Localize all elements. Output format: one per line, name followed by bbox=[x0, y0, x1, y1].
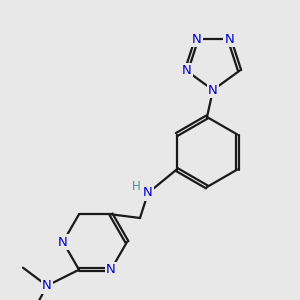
Text: H: H bbox=[132, 179, 140, 193]
Text: N: N bbox=[106, 263, 116, 276]
Text: N: N bbox=[58, 236, 68, 248]
Text: N: N bbox=[143, 187, 153, 200]
Text: N: N bbox=[192, 33, 201, 46]
Text: N: N bbox=[208, 83, 218, 97]
Text: N: N bbox=[182, 64, 191, 77]
Text: N: N bbox=[225, 33, 234, 46]
Text: N: N bbox=[42, 279, 52, 292]
